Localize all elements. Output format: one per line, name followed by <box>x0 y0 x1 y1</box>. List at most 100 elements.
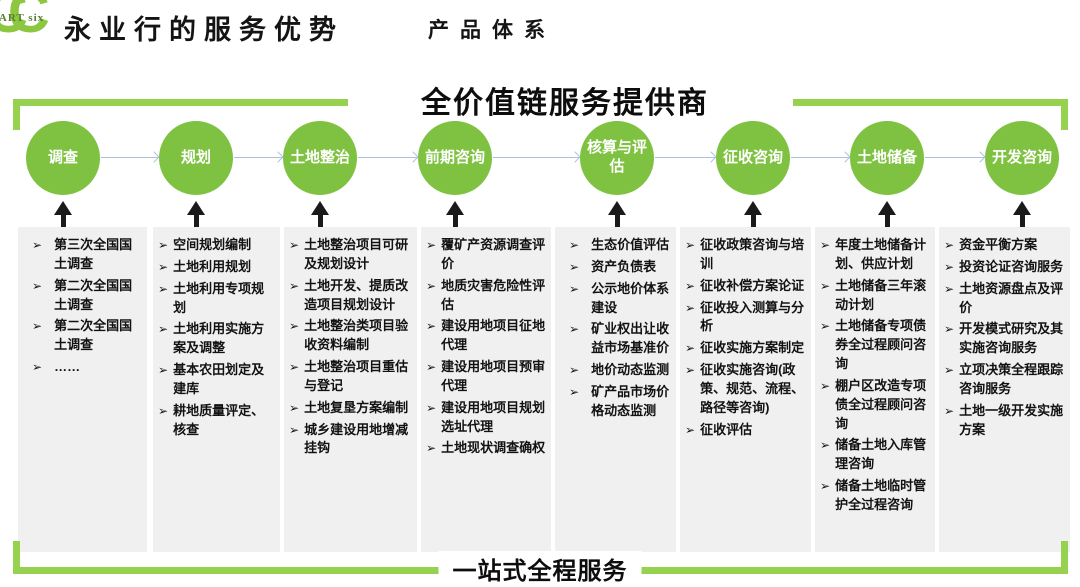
value-chain-title: 全价值链服务提供商 <box>421 87 709 120</box>
service-item: ➢ 储备土地临时管护全过程咨询 <box>820 477 931 515</box>
service-item: ➢ 土地整治类项目验收资料编制 <box>289 317 413 355</box>
service-item-text: 征收实施方案制定 <box>700 340 805 356</box>
connector-arrow-icon <box>234 157 282 158</box>
service-item: ➢ 覆矿产资源调查评价 <box>426 236 547 274</box>
service-item-text: 征收实施咨询(政策、规范、流程、路径等咨询) <box>700 362 805 415</box>
service-item-text: 土地整治项目可研及规划设计 <box>304 237 409 271</box>
service-item: ➢ 年度土地储备计划、供应计划 <box>820 236 931 274</box>
bullet-arrow-icon: ➢ <box>569 281 580 296</box>
service-item-text: 立项决策全程跟踪咨询服务 <box>959 362 1064 396</box>
part-label: PART six <box>0 12 45 24</box>
service-item: ➢ 第二次全国国土调查 <box>28 317 143 355</box>
stage-column-6: ➢ 征收政策咨询与培训 ➢ 征收补偿方案论证 ➢ 征收投入测算与分析 ➢ 征收实… <box>680 227 811 552</box>
service-item-text: 征收投入测算与分析 <box>700 299 805 334</box>
bullet-arrow-icon: ➢ <box>820 319 831 334</box>
service-item-text: 征收补偿方案论证 <box>700 277 805 293</box>
service-item: ➢ 生态价值评估 <box>565 236 672 255</box>
service-item-text: 第三次全国国土调查 <box>54 237 133 271</box>
top-left-bracket-line <box>13 99 348 106</box>
top-right-bracket-corner <box>1061 99 1068 130</box>
bullet-arrow-icon: ➢ <box>820 479 831 494</box>
service-list: ➢ 覆矿产资源调查评价 ➢ 地质灾害危险性评估 ➢ 建设用地项目征地代理 ➢ 建… <box>426 236 547 458</box>
service-item: ➢ 建设用地项目预审代理 <box>426 358 547 396</box>
service-item: ➢ 资金平衡方案 <box>944 236 1066 255</box>
service-item-text: 第二次全国国土调查 <box>54 277 133 312</box>
service-item: ➢ 建设用地项目规划选址代理 <box>426 399 547 437</box>
bullet-arrow-icon: ➢ <box>820 438 831 453</box>
bullet-arrow-icon: ➢ <box>426 278 437 293</box>
bullet-arrow-icon: ➢ <box>944 363 955 378</box>
stage-circle-8: 开发咨询 <box>985 121 1059 195</box>
service-item: ➢ 基本农田划定及建库 <box>158 361 276 399</box>
service-item: ➢ 空间规划编制 <box>158 236 276 255</box>
bullet-arrow-icon: ➢ <box>32 278 43 293</box>
service-item-text: 第二次全国国土调查 <box>54 318 133 353</box>
service-item: ➢ 土地利用规划 <box>158 258 276 277</box>
top-left-bracket-corner <box>13 99 20 130</box>
one-stop-service-title: 一站式全程服务 <box>438 551 642 586</box>
up-arrow-icon <box>878 201 896 233</box>
bullet-arrow-icon: ➢ <box>944 281 955 296</box>
service-list: ➢ 征收政策咨询与培训 ➢ 征收补偿方案论证 ➢ 征收投入测算与分析 ➢ 征收实… <box>685 236 807 439</box>
service-item: ➢ 土地储备三年滚动计划 <box>820 277 931 315</box>
service-item: ➢ 矿业权出让收益市场基准价 <box>565 320 672 358</box>
service-item-text: 基本农田划定及建库 <box>173 362 265 396</box>
service-item-text: 公示地价体系建设 <box>591 280 670 315</box>
bullet-arrow-icon: ➢ <box>685 363 696 378</box>
stage-circle-6: 征收咨询 <box>716 121 790 195</box>
service-list: ➢ 资金平衡方案 ➢ 投资论证咨询服务 ➢ 土地资源盘点及评价 ➢ 开发模式研究… <box>944 236 1066 439</box>
service-item-text: 地质灾害危险性评估 <box>441 277 546 312</box>
stage-circle-2: 规划 <box>159 121 233 195</box>
bullet-arrow-icon: ➢ <box>158 259 169 274</box>
stage-circle-5: 核算与评估 <box>580 121 654 195</box>
connector-arrow-icon <box>358 157 417 158</box>
bullet-arrow-icon: ➢ <box>569 259 580 274</box>
top-right-bracket-line <box>793 99 1068 106</box>
up-arrow-icon <box>54 201 72 233</box>
service-item-text: 土地一级开发实施方案 <box>959 402 1064 437</box>
stage-circle-7: 土地储备 <box>850 121 924 195</box>
service-item-text: 建设用地项目征地代理 <box>441 318 546 353</box>
bullet-arrow-icon: ➢ <box>426 400 437 415</box>
page-title: 永业行的服务优势 <box>64 15 344 45</box>
bullet-arrow-icon: ➢ <box>685 278 696 293</box>
logo-letter-icon: C <box>0 0 28 45</box>
bullet-arrow-icon: ➢ <box>158 403 169 418</box>
service-item-text: 覆矿产资源调查评价 <box>441 237 546 271</box>
service-item: ➢ 征收补偿方案论证 <box>685 277 807 296</box>
service-item-text: 矿业权出让收益市场基准价 <box>591 321 670 356</box>
up-arrow-icon <box>187 201 205 233</box>
service-list: ➢ 空间规划编制 ➢ 土地利用规划 ➢ 土地利用专项规划 ➢ 土地利用实施方案及… <box>158 236 276 439</box>
bullet-arrow-icon: ➢ <box>820 378 831 393</box>
service-item-text: 储备土地入库管理咨询 <box>835 437 927 472</box>
service-list: ➢ 第三次全国国土调查 ➢ 第二次全国国土调查 ➢ 第二次全国国土调查 ➢ …… <box>28 236 143 377</box>
service-item: ➢ 土地开发、提质改造项目规划设计 <box>289 277 413 315</box>
service-item: ➢ 土地利用实施方案及调整 <box>158 320 276 358</box>
service-item-text: 年度土地储备计划、供应计划 <box>835 237 927 271</box>
service-item: ➢ 土地资源盘点及评价 <box>944 280 1066 318</box>
stage-column-4: ➢ 覆矿产资源调查评价 ➢ 地质灾害危险性评估 ➢ 建设用地项目征地代理 ➢ 建… <box>421 227 551 552</box>
service-item: ➢ 土地一级开发实施方案 <box>944 402 1066 440</box>
service-item: ➢ 土地整治项目重估与登记 <box>289 358 413 396</box>
service-item: ➢ 公示地价体系建设 <box>565 280 672 318</box>
service-item-text: 土地储备专项债券全过程顾问咨询 <box>835 318 927 372</box>
service-item: ➢ 资产负债表 <box>565 258 672 277</box>
service-item-text: 土地整治项目重估与登记 <box>304 359 409 393</box>
stage-circle-3: 土地整治 <box>283 121 357 195</box>
bullet-arrow-icon: ➢ <box>685 422 696 437</box>
bullet-arrow-icon: ➢ <box>289 278 300 293</box>
bullet-arrow-icon: ➢ <box>32 238 43 252</box>
stage-circle-4: 前期咨询 <box>418 121 492 195</box>
bullet-arrow-icon: ➢ <box>944 259 955 274</box>
service-item: ➢ 投资论证咨询服务 <box>944 258 1066 277</box>
bullet-arrow-icon: ➢ <box>158 281 169 296</box>
service-list: ➢ 土地整治项目可研及规划设计 ➢ 土地开发、提质改造项目规划设计 ➢ 土地整治… <box>289 236 413 458</box>
service-item: ➢ 征收评估 <box>685 421 807 440</box>
service-item-text: 土地开发、提质改造项目规划设计 <box>304 277 409 312</box>
service-item: ➢ 征收实施方案制定 <box>685 339 807 358</box>
stage-column-3: ➢ 土地整治项目可研及规划设计 ➢ 土地开发、提质改造项目规划设计 ➢ 土地整治… <box>284 227 417 552</box>
service-item: ➢ 开发模式研究及其实施咨询服务 <box>944 320 1066 358</box>
service-item: ➢ 建设用地项目征地代理 <box>426 317 547 355</box>
page-subtitle: 产品体系 <box>428 19 556 42</box>
